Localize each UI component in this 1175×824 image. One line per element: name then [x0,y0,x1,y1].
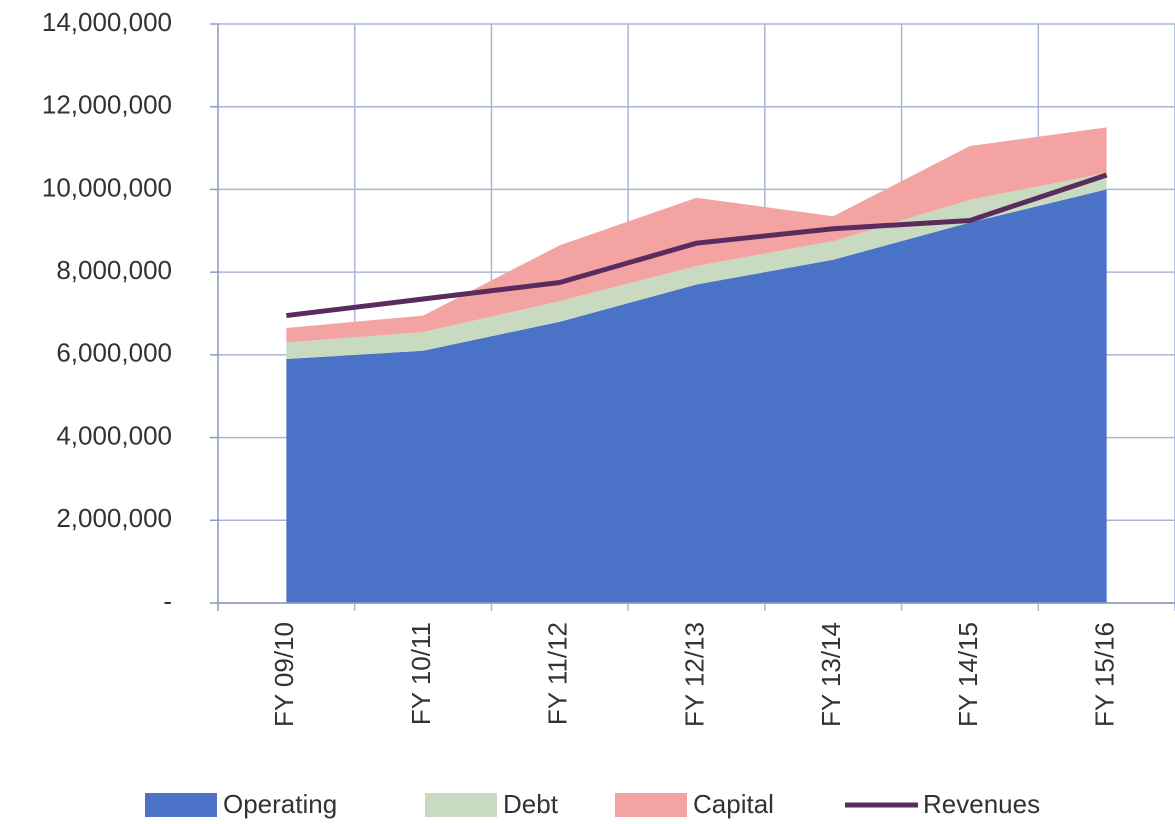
legend-swatch [145,793,217,817]
y-tick-label: 2,000,000 [56,503,172,533]
area [286,189,1107,603]
legend-label: Revenues [923,789,1040,819]
x-tick-label: FY 09/10 [269,622,299,727]
y-tick-label: 6,000,000 [56,338,172,368]
legend-label: Operating [223,789,337,819]
line [286,172,1108,319]
y-tick-label: 8,000,000 [56,255,172,285]
legend-label: Debt [503,789,559,819]
y-tick-label: 14,000,000 [42,7,172,37]
y-tick-label: 12,000,000 [42,90,172,120]
x-tick-label: FY 14/15 [953,622,983,727]
x-tick-label: FY 12/13 [679,622,709,727]
areas [286,127,1107,603]
x-tick-label: FY 10/11 [406,622,436,725]
legend-swatch [615,793,687,817]
axes [210,23,1175,611]
legend-swatch [425,793,497,817]
x-tick-label: FY 13/14 [816,622,846,727]
x-tick-label: FY 11/12 [543,622,573,725]
y-tick-label: 10,000,000 [42,172,172,202]
legend-label: Capital [693,789,774,819]
x-tick-label: FY 15/16 [1090,622,1120,727]
area [286,172,1107,359]
y-tick-label: 4,000,000 [56,420,172,450]
y-tick-label: - [163,586,172,616]
